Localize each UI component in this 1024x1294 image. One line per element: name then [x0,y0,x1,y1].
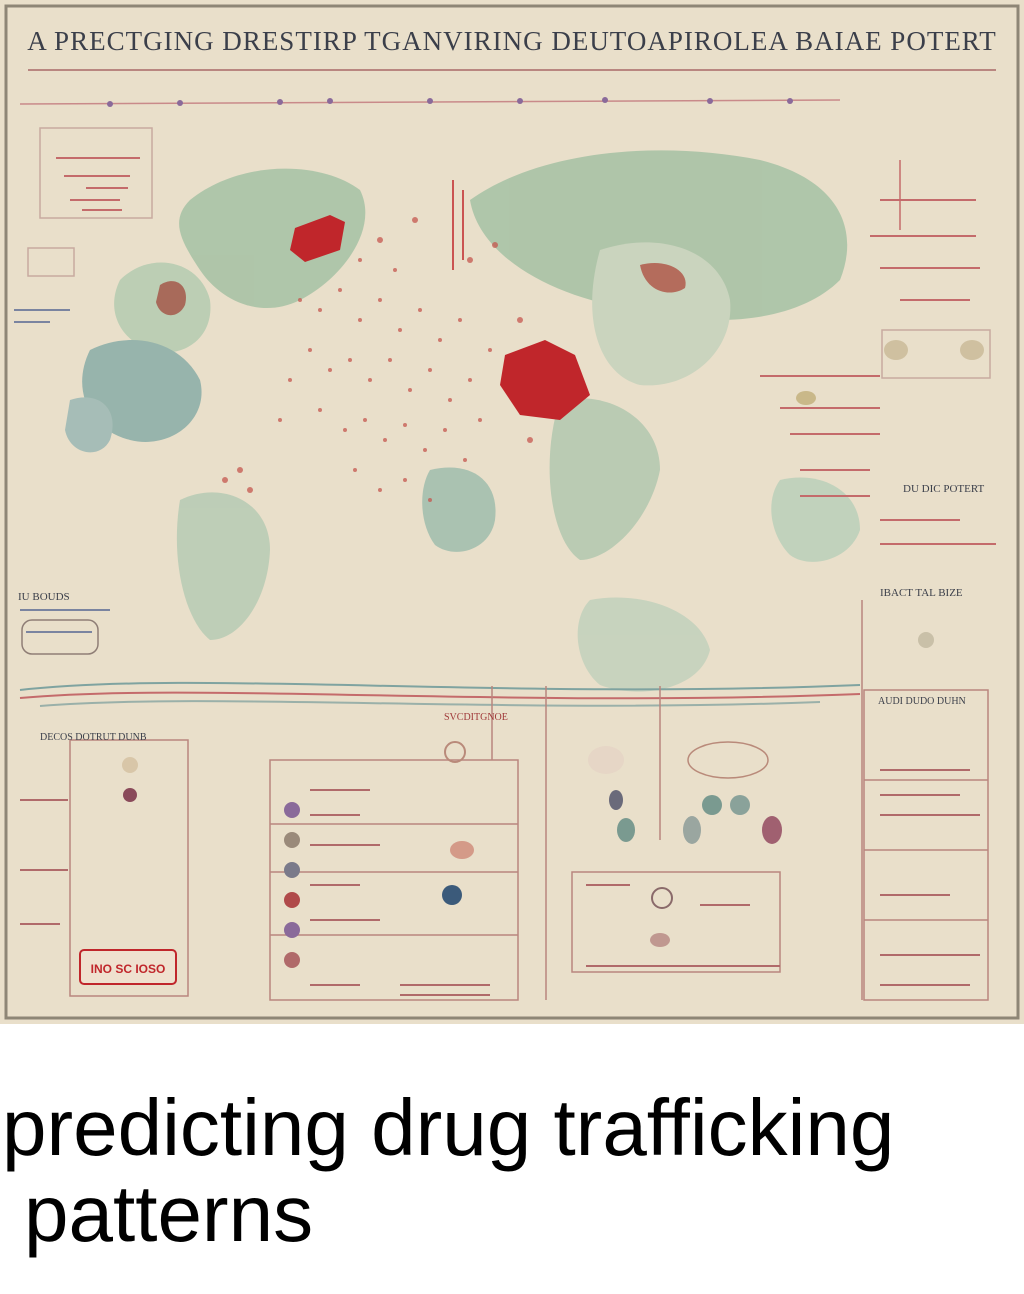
hotspot-regions [290,215,590,420]
label-bottom-right: AUDI DUDO DUHN [878,696,966,707]
land-africa [549,398,660,560]
poster-artwork: IU BOUDS DU DIC POTERT IBACT TAL BIZE [0,0,1024,1024]
bottom-panels [69,600,989,1001]
hotspot-brown-east [640,262,686,293]
land-australia [577,597,710,692]
label-bottom-left: DECOS DOTRUT DUNB [40,732,147,743]
land-central [422,467,496,552]
hotspot-brown-west [156,281,186,316]
label-bottom-center: SVCDITGNOE [444,712,508,723]
poster-image: IU BOUDS DU DIC POTERT IBACT TAL BIZE [0,0,1024,1024]
label-left-mid: IU BOUDS [18,591,70,603]
flow-band [19,681,861,707]
label-top-right: DU DIC POTERT [903,483,985,495]
stamp-text: INO SC IOSO [91,962,166,976]
route-pins [452,180,464,270]
poster-title: A PRECTGING DRESTIRP TGANVIRING DEUTOAPI… [27,26,997,56]
land-west-block [82,340,202,442]
left-annotations [14,309,110,633]
trafficking-dot-cluster [222,217,533,502]
land-south-america [176,492,270,640]
right-column [760,160,996,545]
stamp: INO SC IOSO [79,949,177,985]
land-asia-inner [592,242,731,386]
bottom-icons [122,632,934,968]
bottom-annotations [20,769,980,996]
land-eurasia [470,150,848,320]
paper-background [0,0,1024,1024]
legend-box-small [27,247,75,277]
caption-line-2: patterns [24,1169,314,1258]
land-north-america [179,168,366,309]
land-west-small [65,397,113,453]
world-map [65,150,860,692]
hotspot-north [290,215,345,262]
hotspot-east [500,340,590,420]
legend-box-top-left [39,127,153,219]
label-right-mid: IBACT TAL BIZE [880,587,963,599]
land-oceania [771,477,860,562]
timeline-markers [107,97,793,107]
left-oval-badge [21,619,99,655]
caption: predicting drug trafficking patterns [0,1076,1024,1294]
poster-frame [4,4,1020,1020]
caption-line-1: predicting drug trafficking [2,1083,895,1172]
